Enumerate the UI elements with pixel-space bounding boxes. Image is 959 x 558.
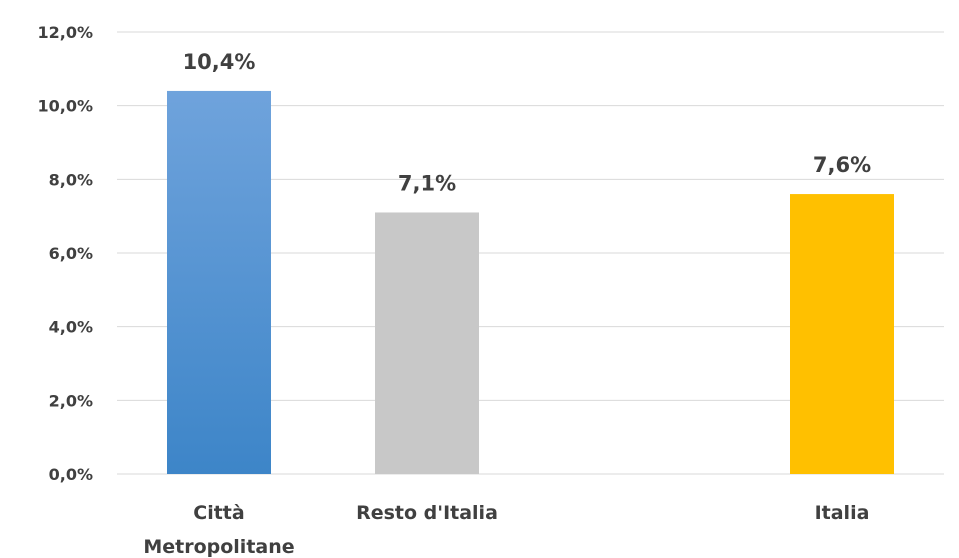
- y-tick-label: 6,0%: [49, 244, 93, 263]
- bar-value-label: 10,4%: [183, 50, 256, 74]
- y-tick-label: 12,0%: [37, 23, 93, 42]
- bar-value-label: 7,1%: [398, 171, 456, 195]
- bar: [790, 194, 894, 475]
- bars: [167, 90, 894, 475]
- bar: [375, 212, 479, 474]
- x-tick-label: Metropolitane: [143, 536, 294, 558]
- x-tick-label: Italia: [815, 502, 870, 524]
- y-tick-label: 2,0%: [49, 391, 93, 410]
- y-tick-label: 0,0%: [49, 465, 93, 484]
- y-axis: 0,0% 2,0% 4,0% 6,0% 8,0% 10,0% 12,0%: [37, 23, 93, 484]
- y-tick-label: 10,0%: [37, 97, 93, 116]
- y-tick-label: 4,0%: [49, 318, 93, 337]
- bar-value-label: 7,6%: [813, 153, 871, 177]
- x-tick-label: Città: [193, 502, 244, 524]
- data-labels: 10,4% 7,1% 7,6%: [183, 50, 872, 196]
- x-axis: Città Metropolitane Resto d'Italia Italia: [143, 502, 869, 558]
- bar: [167, 90, 271, 474]
- y-tick-label: 8,0%: [49, 170, 93, 189]
- x-tick-label: Resto d'Italia: [356, 502, 498, 524]
